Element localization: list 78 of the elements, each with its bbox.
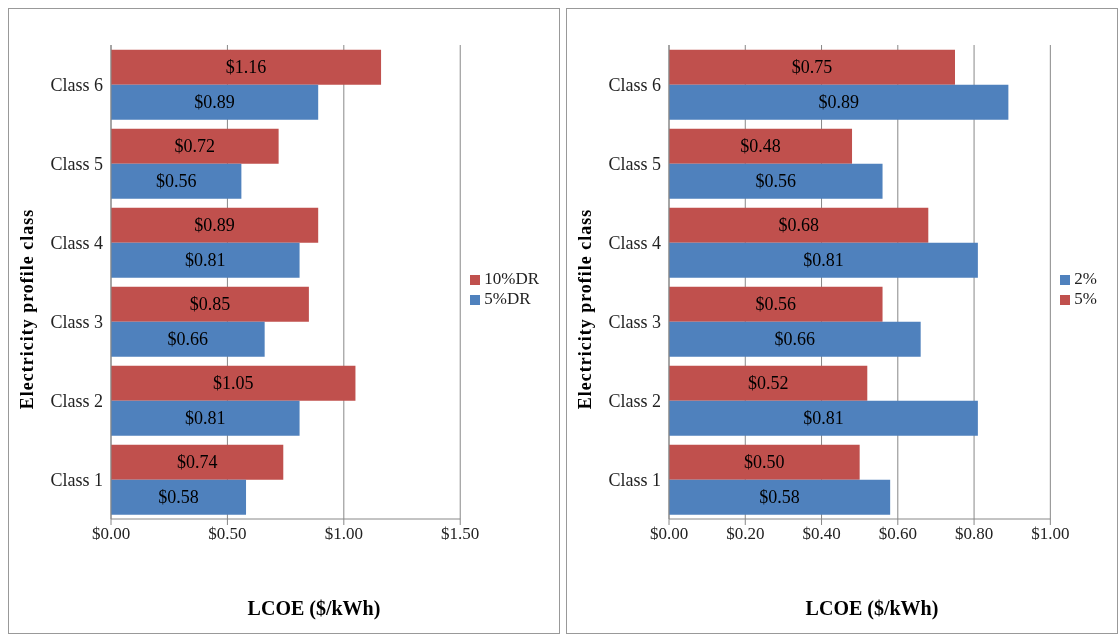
data-label: $0.85 (189, 294, 231, 315)
data-label: $0.74 (176, 452, 218, 473)
data-label: $0.66 (167, 329, 209, 350)
bar (669, 49, 955, 85)
data-label: $0.50 (744, 452, 785, 473)
data-label: $0.72 (174, 136, 216, 157)
data-label: $0.75 (791, 57, 833, 78)
y-tick-label: Class 5 (50, 153, 103, 174)
bar (111, 444, 284, 480)
y-tick-label: Class 4 (50, 232, 103, 253)
bar (111, 479, 247, 515)
data-label: $0.89 (818, 92, 859, 113)
data-label: $0.66 (774, 329, 816, 350)
x-tick-label: $0.00 (91, 524, 131, 544)
bar (111, 242, 300, 278)
x-tick-label: $0.20 (726, 524, 765, 544)
x-tick-label: $1.00 (324, 524, 363, 544)
y-tick-label: Class 3 (50, 311, 103, 332)
data-label: $0.58 (759, 487, 800, 508)
y-tick-label: Class 4 (608, 232, 661, 253)
bar (111, 49, 382, 85)
data-label: $0.81 (803, 250, 844, 271)
data-label: $0.81 (803, 408, 844, 429)
legend-label: 10%DR (484, 269, 539, 288)
bar (111, 365, 356, 401)
data-label: $1.05 (212, 373, 254, 394)
legend-label: 5% (1074, 289, 1097, 308)
data-label: $0.56 (755, 171, 797, 192)
data-label: $0.48 (740, 136, 781, 157)
data-label: $0.56 (155, 171, 197, 192)
x-tick-label: $0.50 (208, 524, 247, 544)
bar (669, 321, 921, 357)
data-label: $0.52 (747, 373, 789, 394)
bar (111, 84, 319, 120)
x-tick-label: $0.00 (649, 524, 689, 544)
y-tick-label: Class 6 (608, 74, 661, 95)
data-label: $0.81 (185, 250, 226, 271)
x-tick-label: $0.60 (878, 524, 917, 544)
bar (111, 163, 242, 199)
bar (111, 128, 279, 164)
y-tick-label: Class 1 (50, 469, 103, 490)
x-tick-label: $0.80 (954, 524, 994, 544)
legend-label: 2% (1074, 269, 1097, 288)
y-axis-title: Electricity profile class (16, 208, 38, 410)
bar (669, 84, 1009, 120)
bar (669, 128, 853, 164)
data-label: $1.16 (225, 57, 267, 78)
bar (669, 479, 891, 515)
data-label: $0.89 (194, 92, 235, 113)
y-tick-label: Class 6 (50, 74, 103, 95)
x-axis-title: LCOE ($/kWh) (804, 597, 940, 620)
data-label: $0.81 (185, 408, 226, 429)
y-tick-label: Class 2 (50, 390, 103, 411)
y-tick-label: Class 5 (608, 153, 661, 174)
y-tick-label: Class 3 (608, 311, 661, 332)
legend-label: 5%DR (484, 289, 531, 308)
bar (111, 400, 300, 436)
data-label: $0.56 (755, 294, 797, 315)
x-tick-label: $1.50 (441, 524, 480, 544)
x-tick-label: $1.00 (1031, 524, 1070, 544)
x-tick-label: $0.40 (802, 524, 841, 544)
data-label: $0.58 (158, 487, 199, 508)
bar (111, 286, 309, 322)
y-axis-title: Electricity profile class (574, 208, 596, 410)
y-tick-label: Class 2 (608, 390, 661, 411)
data-label: $0.68 (778, 215, 819, 236)
bar (669, 286, 883, 322)
bar (669, 444, 860, 480)
bar (111, 207, 319, 243)
bar (669, 400, 978, 436)
bar (669, 242, 978, 278)
bar (669, 163, 883, 199)
bar (669, 207, 929, 243)
bar (111, 321, 265, 357)
x-axis-title: LCOE ($/kWh) (246, 597, 382, 620)
data-label: $0.89 (194, 215, 235, 236)
y-tick-label: Class 1 (608, 469, 661, 490)
bar (669, 365, 868, 401)
